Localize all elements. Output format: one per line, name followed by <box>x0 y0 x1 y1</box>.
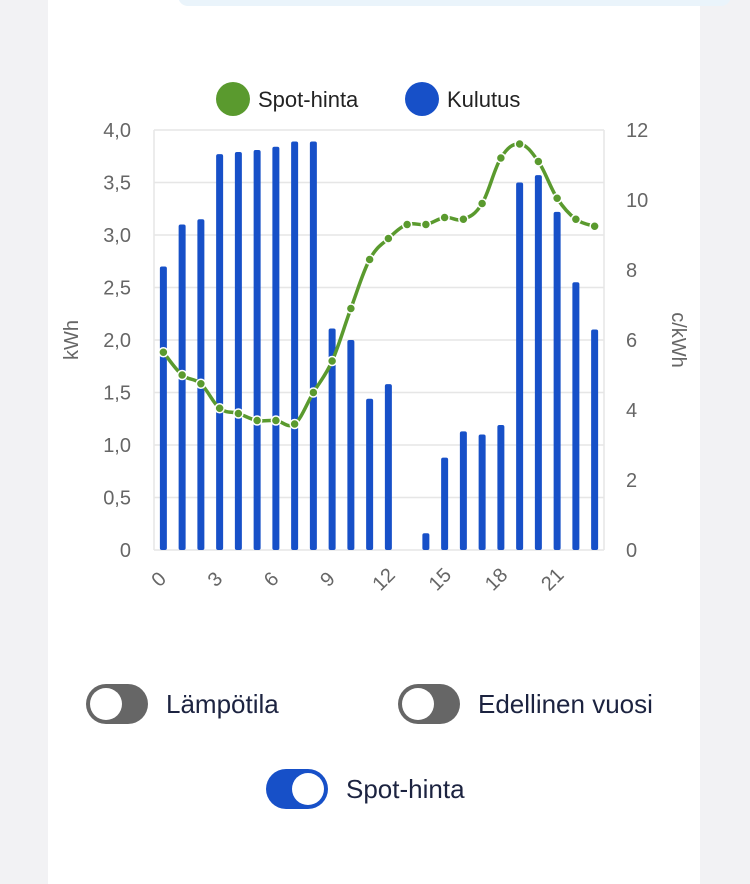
switch-knob <box>292 773 324 805</box>
spot-price-point-8 <box>308 387 319 398</box>
y-right-tick-label: 6 <box>626 330 637 352</box>
y-right-axis-title: c/kWh <box>667 312 689 368</box>
toggle-spot-price[interactable]: Spot-hinta <box>266 769 465 809</box>
y-right-tick-label: 4 <box>626 400 637 422</box>
bar-kulutus-0 <box>159 266 167 550</box>
bar-kulutus-15 <box>441 457 449 550</box>
spot-price-point-15 <box>439 212 450 223</box>
spot-price-point-9 <box>326 355 338 367</box>
spot-price-point-20 <box>533 156 544 167</box>
spot-price-point-14 <box>420 219 432 230</box>
spot-price-point-4 <box>233 408 244 419</box>
toggle-previous-year[interactable]: Edellinen vuosi <box>398 684 653 724</box>
legend-marker-kulutus <box>405 82 439 116</box>
bar-kulutus-14 <box>422 533 430 550</box>
spot-price-point-2 <box>195 378 207 389</box>
bar-kulutus-23 <box>591 329 599 550</box>
x-tick-label: 0 <box>147 568 170 591</box>
bar-kulutus-4 <box>234 152 242 551</box>
bar-kulutus-10 <box>347 340 355 550</box>
bar-kulutus-12 <box>384 384 392 550</box>
x-tick-label: 9 <box>316 568 339 591</box>
x-tick-label: 12 <box>368 564 399 595</box>
bar-kulutus-9 <box>328 328 336 550</box>
legend-label-spot-hinta: Spot-hinta <box>258 87 359 112</box>
legend-label-kulutus: Kulutus <box>447 87 520 112</box>
spot-price-switch[interactable] <box>266 769 328 809</box>
spot-price-point-22 <box>570 214 582 225</box>
spot-price-point-7 <box>289 418 300 430</box>
bar-kulutus-6 <box>272 146 280 551</box>
switch-knob <box>90 688 122 720</box>
bar-kulutus-8 <box>309 141 317 551</box>
spot-price-point-16 <box>458 214 469 225</box>
toggle-label-previous-year: Edellinen vuosi <box>478 688 653 719</box>
toggle-label-spot-price: Spot-hinta <box>346 773 465 804</box>
spot-price-point-17 <box>476 198 488 209</box>
spot-price-point-10 <box>345 303 357 314</box>
bar-kulutus-5 <box>253 149 261 550</box>
toggle-temperature[interactable]: Lämpötila <box>86 684 279 724</box>
y-right-tick-label: 0 <box>626 540 637 562</box>
y-left-tick-label: 3,0 <box>103 225 131 247</box>
y-left-tick-label: 0,5 <box>103 488 131 510</box>
bar-kulutus-16 <box>459 431 467 550</box>
spot-price-point-21 <box>551 193 563 204</box>
bar-kulutus-19 <box>516 182 524 550</box>
y-left-tick-label: 3,5 <box>103 173 131 195</box>
spot-price-point-11 <box>364 254 375 265</box>
x-tick-label: 6 <box>260 568 283 591</box>
y-right-tick-label: 8 <box>626 260 637 282</box>
bar-kulutus-1 <box>178 224 186 550</box>
previous-year-switch[interactable] <box>398 684 460 724</box>
x-tick-label: 21 <box>537 564 568 595</box>
spot-price-point-23 <box>589 221 600 232</box>
toggle-label-temperature: Lämpötila <box>166 688 279 719</box>
legend-marker-spot-hinta <box>216 82 250 116</box>
y-left-axis-title: kWh <box>61 320 83 360</box>
bar-kulutus-20 <box>534 175 542 550</box>
bar-kulutus-11 <box>366 398 374 550</box>
spot-price-point-19 <box>514 138 525 150</box>
y-left-tick-label: 1,5 <box>103 383 131 405</box>
spot-price-point-12 <box>383 233 394 244</box>
y-left-tick-label: 2,5 <box>103 278 131 300</box>
y-right-tick-label: 2 <box>626 470 637 492</box>
spot-price-point-18 <box>495 152 507 164</box>
y-right-tick-label: 10 <box>626 190 648 212</box>
spot-price-point-1 <box>176 369 188 381</box>
y-left-tick-label: 4,0 <box>103 120 131 142</box>
spot-price-point-13 <box>401 219 413 230</box>
consumption-chart: 0 0,5 1,0 1,5 2,0 2,5 3,0 3,5 4,0 0 2 4 6 8 10 12 kWh c/k… <box>61 82 689 595</box>
y-left-tick-label: 2,0 <box>103 330 131 352</box>
bar-kulutus-21 <box>553 211 561 550</box>
spot-price-point-3 <box>214 403 225 414</box>
y-left-tick-label: 0 <box>120 540 131 562</box>
bar-kulutus-7 <box>291 141 299 551</box>
x-tick-label: 15 <box>425 564 456 595</box>
switch-knob <box>402 688 434 720</box>
spot-price-point-5 <box>251 415 263 426</box>
bar-kulutus-18 <box>497 425 505 550</box>
spot-price-line <box>162 142 596 428</box>
temperature-switch[interactable] <box>86 684 148 724</box>
y-right-tick-label: 12 <box>626 120 648 142</box>
spot-price-point-0 <box>158 347 169 358</box>
spot-price-point-6 <box>270 415 282 426</box>
y-left-tick-label: 1,0 <box>103 435 131 457</box>
bar-kulutus-17 <box>478 434 486 550</box>
bar-kulutus-3 <box>216 154 224 550</box>
x-tick-label: 18 <box>481 564 512 595</box>
top-panel-edge <box>178 0 731 6</box>
x-tick-label: 3 <box>204 568 227 591</box>
bar-kulutus-22 <box>572 282 580 550</box>
